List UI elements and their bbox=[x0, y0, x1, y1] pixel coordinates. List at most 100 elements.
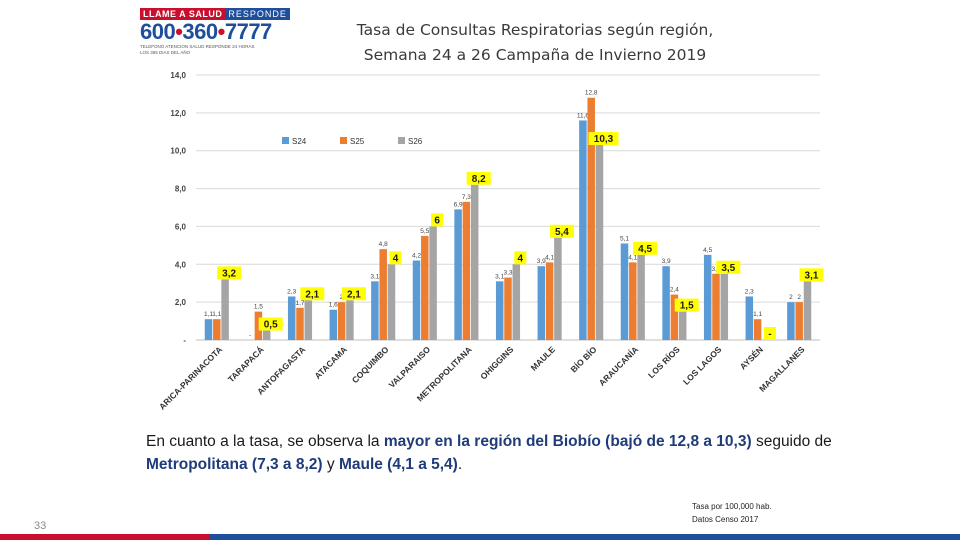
bar-value-label: 4,1 bbox=[545, 254, 554, 261]
bar-value-label: 10,3 bbox=[594, 134, 614, 145]
highlight-label-bg bbox=[633, 241, 658, 255]
bar-value-label: 1,1 bbox=[204, 311, 213, 318]
logo-dot: • bbox=[217, 19, 226, 44]
bar bbox=[462, 201, 471, 340]
bar bbox=[495, 281, 504, 340]
bar-value-label: 2 bbox=[340, 294, 344, 301]
bar bbox=[296, 307, 304, 340]
y-tick-label: 14,0 bbox=[170, 71, 186, 80]
highlight-label-bg bbox=[258, 317, 283, 331]
summary-highlight: Metropolitana (7,3 a 8,2) bbox=[146, 456, 323, 473]
bar-value-label: 6,9 bbox=[454, 201, 463, 208]
bar-value-label: 2 bbox=[789, 294, 793, 301]
bar bbox=[421, 235, 429, 340]
bar bbox=[346, 300, 354, 340]
highlight-label-bg bbox=[341, 287, 366, 301]
bar-value-label: 5,4 bbox=[555, 227, 569, 238]
logo-banner: LLAME A SALUD RESPONDE bbox=[140, 8, 290, 20]
bar-value-label: 4,5 bbox=[703, 247, 712, 254]
bar bbox=[213, 319, 221, 340]
legend-label: S25 bbox=[350, 137, 365, 146]
bar-value-label: 4,2 bbox=[412, 253, 421, 260]
page-number: 33 bbox=[34, 520, 47, 532]
bar-value-label: 11,6 bbox=[577, 112, 590, 119]
x-tick-label: OHIGGINS bbox=[478, 344, 515, 381]
bar bbox=[221, 279, 229, 340]
bar bbox=[587, 97, 595, 340]
bar-value-label: 4 bbox=[518, 253, 524, 264]
bar-value-label: 7,3 bbox=[462, 194, 471, 201]
bar bbox=[720, 273, 729, 340]
bar bbox=[637, 254, 645, 340]
bar-value-label: 1,6 bbox=[329, 302, 338, 309]
highlight-label-bg bbox=[466, 171, 491, 185]
footnote-source: Datos Censo 2017 bbox=[692, 515, 759, 524]
highlight-label-bg bbox=[300, 287, 325, 301]
bar bbox=[579, 120, 587, 340]
bar bbox=[787, 302, 795, 340]
bar-value-label: 2,3 bbox=[745, 288, 754, 295]
bar bbox=[262, 330, 271, 340]
bar-value-label: 2,3 bbox=[287, 288, 296, 295]
bar bbox=[554, 237, 562, 340]
highlight-label-bg bbox=[431, 213, 444, 227]
highlight-label-bg bbox=[217, 266, 242, 280]
x-tick-label: ARAUCANÍA bbox=[597, 344, 640, 387]
bar-value-label: 2,4 bbox=[670, 287, 679, 294]
y-tick-label: - bbox=[183, 336, 186, 345]
bar bbox=[254, 311, 263, 340]
logo-number-part: 360 bbox=[182, 19, 218, 44]
bar bbox=[337, 302, 346, 340]
x-tick-label: ATACAMA bbox=[312, 344, 349, 381]
logo-tagline-1: TELEFONO ATENCION SALUD RESPONDE 24 HORA… bbox=[140, 44, 255, 49]
bar-value-label: - bbox=[768, 329, 771, 340]
bar-value-label: 2,1 bbox=[305, 289, 319, 300]
bar-value-label: 6 bbox=[434, 215, 440, 226]
bar-value-label: 1,7 bbox=[295, 300, 304, 307]
bar bbox=[745, 296, 754, 340]
bar-value-label: 0,5 bbox=[264, 320, 278, 331]
bar bbox=[429, 226, 437, 340]
logo-tagline-2: LOS 365 DIAS DEL AÑO bbox=[140, 50, 191, 55]
bar bbox=[204, 319, 213, 340]
bar bbox=[287, 296, 296, 340]
y-tick-label: 8,0 bbox=[175, 185, 187, 194]
legend-label: S24 bbox=[292, 137, 307, 146]
summary-text: . bbox=[457, 456, 463, 473]
bar bbox=[454, 209, 462, 340]
y-tick-label: 12,0 bbox=[170, 109, 186, 118]
bar-value-label: 1,5 bbox=[680, 301, 694, 312]
summary-text: seguido de bbox=[751, 433, 832, 450]
x-tick-label: MAULE bbox=[529, 344, 558, 373]
bar bbox=[670, 294, 679, 340]
logo-dot: • bbox=[175, 19, 183, 44]
legend-swatch bbox=[398, 137, 405, 144]
bar-value-label: 4,1 bbox=[628, 254, 637, 261]
bar-value-label: 1,1 bbox=[212, 311, 221, 318]
bar-value-label: 5,1 bbox=[620, 235, 629, 242]
bar-value-label: 3,1 bbox=[370, 273, 379, 280]
bar bbox=[620, 243, 629, 340]
logo-number-part: 600 bbox=[140, 19, 176, 44]
y-tick-label: 4,0 bbox=[175, 260, 187, 269]
summary-highlight: Maule (4,1 a 5,4) bbox=[338, 456, 458, 473]
bar-value-label: 3,2 bbox=[222, 268, 236, 279]
x-tick-label: VALPARAISO bbox=[387, 344, 433, 390]
bar-value-label: 3,5 bbox=[711, 266, 720, 273]
bar-value-label: 2,1 bbox=[347, 289, 361, 300]
footer-stripe-blue bbox=[210, 534, 960, 540]
x-tick-label: LOS RÍOS bbox=[646, 344, 682, 380]
highlight-label-bg bbox=[716, 260, 741, 274]
logo-number-part: 7777 bbox=[224, 19, 272, 44]
bar-value-label: 5,5 bbox=[420, 228, 429, 235]
bar bbox=[753, 319, 762, 340]
chart-title-line-1: Tasa de Consultas Respiratorias según re… bbox=[356, 21, 714, 39]
bar bbox=[662, 266, 670, 340]
chart-title: Tasa de Consultas Respiratorias según re… bbox=[300, 18, 770, 68]
highlight-label-bg bbox=[549, 224, 574, 238]
footnote-rate: Tasa por 100,000 hab. bbox=[692, 502, 772, 511]
x-tick-label: LOS LAGOS bbox=[681, 344, 724, 387]
legend-swatch bbox=[282, 137, 289, 144]
highlight-label-bg bbox=[799, 268, 824, 282]
